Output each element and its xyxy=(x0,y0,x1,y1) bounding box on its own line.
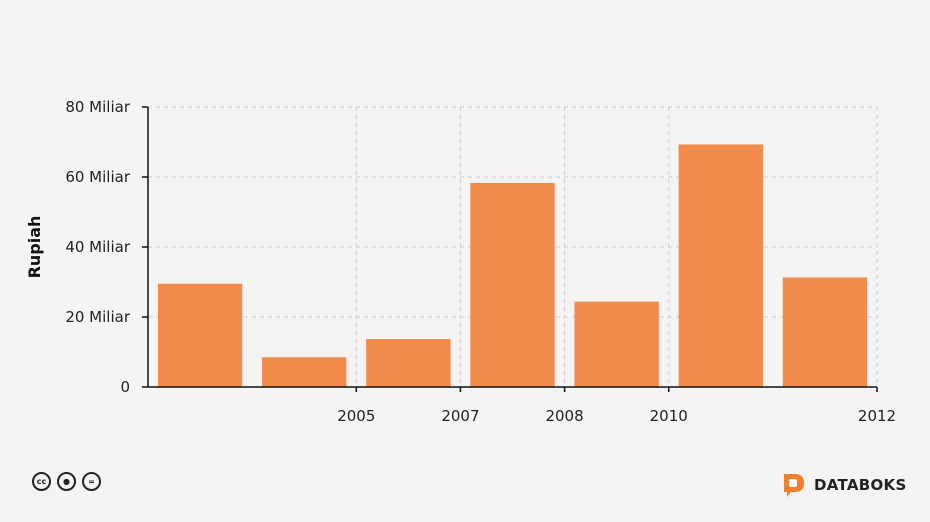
y-tick-label: 80 Miliar xyxy=(65,98,130,116)
nd-icon: = xyxy=(82,472,101,491)
bar-4[interactable] xyxy=(574,301,659,387)
y-tick-label: 0 xyxy=(120,378,130,396)
x-tick-label: 2005 xyxy=(337,407,375,425)
cc-icon: cc xyxy=(32,472,51,491)
x-tick-label: 2012 xyxy=(858,407,896,425)
brand-logo[interactable]: DATABOKS xyxy=(782,472,907,498)
license-badges: cc ● = xyxy=(32,472,101,491)
bar-6[interactable] xyxy=(782,277,868,387)
axes xyxy=(142,106,878,392)
bar-5[interactable] xyxy=(678,144,763,387)
x-tick-label: 2007 xyxy=(441,407,479,425)
y-tick-label: 20 Miliar xyxy=(65,308,130,326)
bar-3[interactable] xyxy=(470,182,555,387)
by-icon: ● xyxy=(57,472,76,491)
brand-name: DATABOKS xyxy=(814,476,907,494)
bar-2[interactable] xyxy=(366,339,451,387)
bar-0[interactable] xyxy=(157,283,243,387)
y-tick-label: 40 Miliar xyxy=(65,238,130,256)
x-tick-label: 2008 xyxy=(545,407,583,425)
databoks-logo-icon xyxy=(784,474,804,497)
y-axis-title: Rupiah xyxy=(25,216,44,279)
grid-lines xyxy=(148,106,878,387)
x-tick-label: 2010 xyxy=(650,407,688,425)
y-tick-labels: 0 20 Miliar 40 Miliar 60 Miliar 80 Miliar xyxy=(65,98,130,396)
y-tick-label: 60 Miliar xyxy=(65,168,130,186)
bar-1[interactable] xyxy=(262,357,347,387)
x-tick-labels: 2005 2007 2008 2010 2012 xyxy=(337,407,896,425)
bars xyxy=(157,144,868,387)
